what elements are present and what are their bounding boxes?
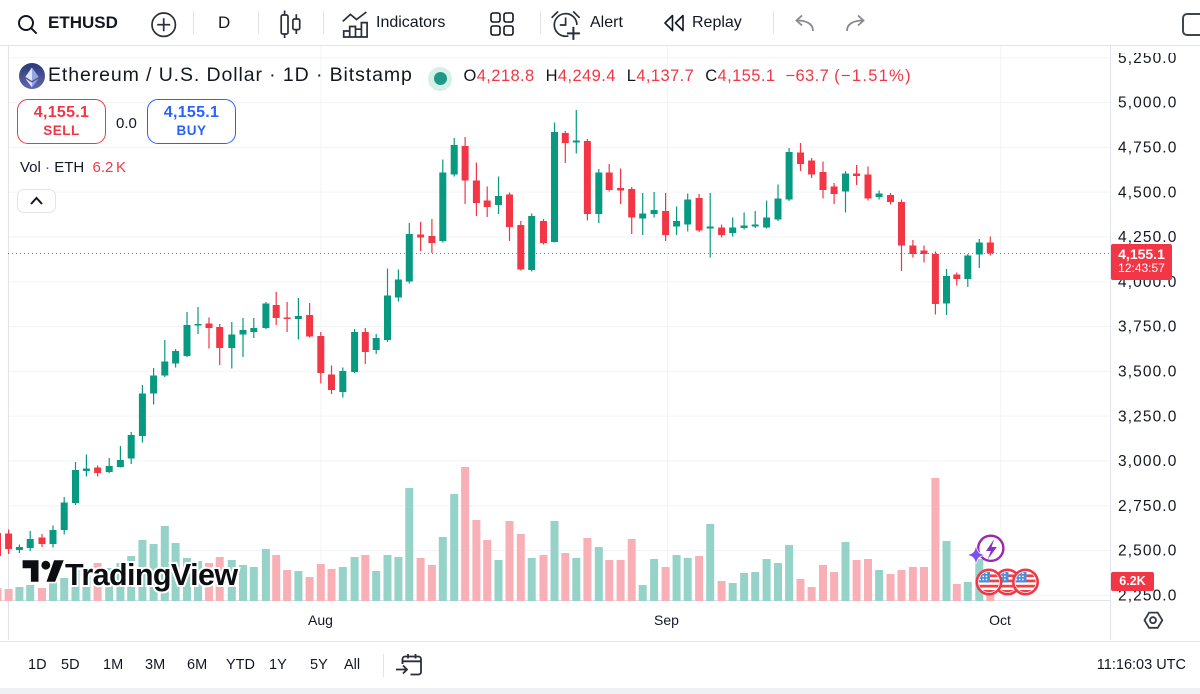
svg-text:3,000.0: 3,000.0 (1118, 453, 1177, 470)
svg-text:5,250.0: 5,250.0 (1118, 50, 1177, 67)
svg-text:2,500.0: 2,500.0 (1118, 543, 1177, 560)
svg-text:3,250.0: 3,250.0 (1118, 408, 1177, 425)
svg-text:Sep: Sep (654, 612, 679, 628)
svg-text:5,000.0: 5,000.0 (1118, 95, 1177, 112)
svg-text:2,250.0: 2,250.0 (1118, 588, 1177, 605)
svg-text:3,500.0: 3,500.0 (1118, 364, 1177, 381)
svg-text:TradingView: TradingView (65, 558, 238, 592)
svg-text:4,500.0: 4,500.0 (1118, 184, 1177, 201)
svg-text:3,750.0: 3,750.0 (1118, 319, 1177, 336)
svg-text:2,750.0: 2,750.0 (1118, 498, 1177, 515)
svg-text:4,750.0: 4,750.0 (1118, 140, 1177, 157)
svg-text:Aug: Aug (308, 612, 333, 628)
svg-text:Oct: Oct (989, 612, 1011, 628)
svg-text:4,250.0: 4,250.0 (1118, 229, 1177, 246)
